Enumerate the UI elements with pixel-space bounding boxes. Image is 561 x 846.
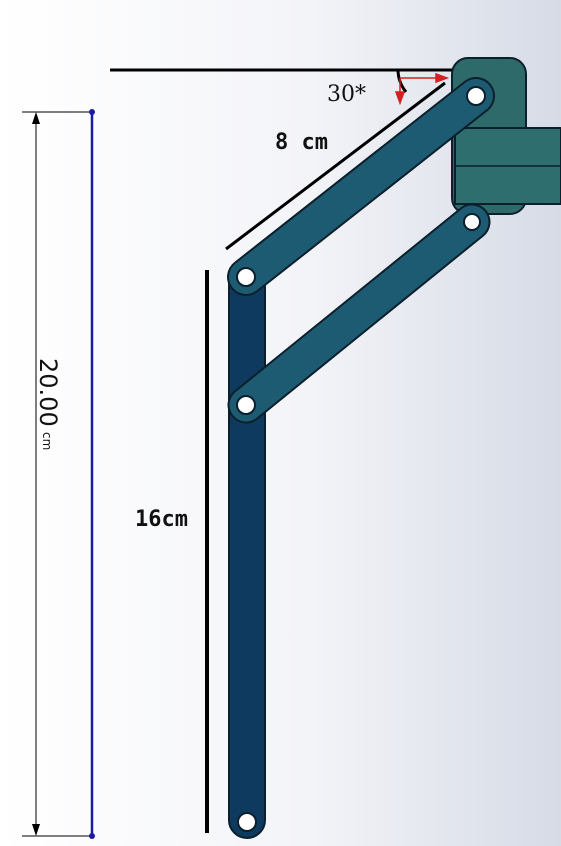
angle-label: 30* — [327, 82, 366, 107]
pin-top-left — [236, 267, 256, 287]
pin-middle-left — [236, 395, 256, 415]
pin-lower-mount — [463, 213, 481, 231]
top-link-length-label: 8 cm — [275, 130, 328, 155]
angle-arrows — [394, 72, 450, 106]
overall-height-unit: cm — [40, 432, 54, 450]
vertical-link — [228, 259, 266, 839]
overall-height-value: 20.00 — [34, 358, 62, 427]
overall-height-dimension — [22, 109, 95, 839]
pin-bottom — [237, 812, 257, 832]
top-link-dimension-line — [225, 81, 446, 251]
pin-top-mount — [466, 86, 486, 106]
pivot-pins — [236, 86, 486, 832]
vertical-link-length-label: 16cm — [135, 507, 188, 532]
